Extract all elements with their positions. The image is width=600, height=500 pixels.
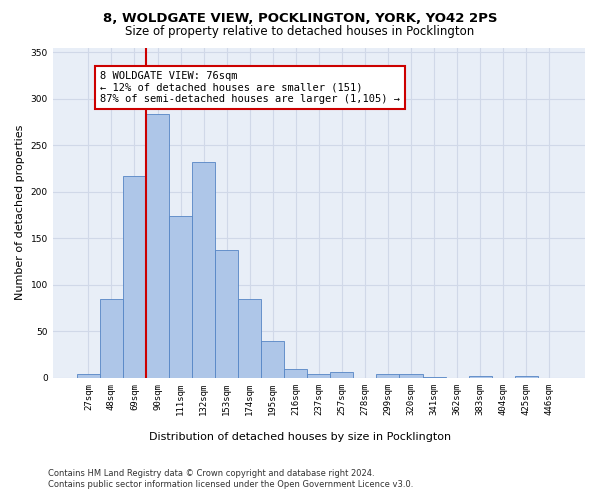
Bar: [331, 372, 353, 378]
Bar: [469, 376, 491, 378]
Bar: [261, 340, 284, 378]
Bar: [169, 216, 192, 378]
Bar: [77, 374, 100, 378]
Text: Distribution of detached houses by size in Pocklington: Distribution of detached houses by size …: [149, 432, 451, 442]
Bar: [100, 299, 123, 378]
Text: 8, WOLDGATE VIEW, POCKLINGTON, YORK, YO42 2PS: 8, WOLDGATE VIEW, POCKLINGTON, YORK, YO4…: [103, 12, 497, 26]
Text: Contains HM Land Registry data © Crown copyright and database right 2024.: Contains HM Land Registry data © Crown c…: [48, 468, 374, 477]
Bar: [146, 114, 169, 378]
Text: 8 WOLDGATE VIEW: 76sqm
← 12% of detached houses are smaller (151)
87% of semi-de: 8 WOLDGATE VIEW: 76sqm ← 12% of detached…: [100, 71, 400, 104]
Bar: [284, 368, 307, 378]
Y-axis label: Number of detached properties: Number of detached properties: [15, 125, 25, 300]
Text: Size of property relative to detached houses in Pocklington: Size of property relative to detached ho…: [125, 25, 475, 38]
Bar: [238, 299, 261, 378]
Bar: [215, 250, 238, 378]
Bar: [515, 376, 538, 378]
Bar: [376, 374, 400, 378]
Bar: [422, 377, 446, 378]
Bar: [192, 162, 215, 378]
Bar: [123, 176, 146, 378]
Text: Contains public sector information licensed under the Open Government Licence v3: Contains public sector information licen…: [48, 480, 413, 489]
Bar: [307, 374, 331, 378]
Bar: [400, 374, 422, 378]
